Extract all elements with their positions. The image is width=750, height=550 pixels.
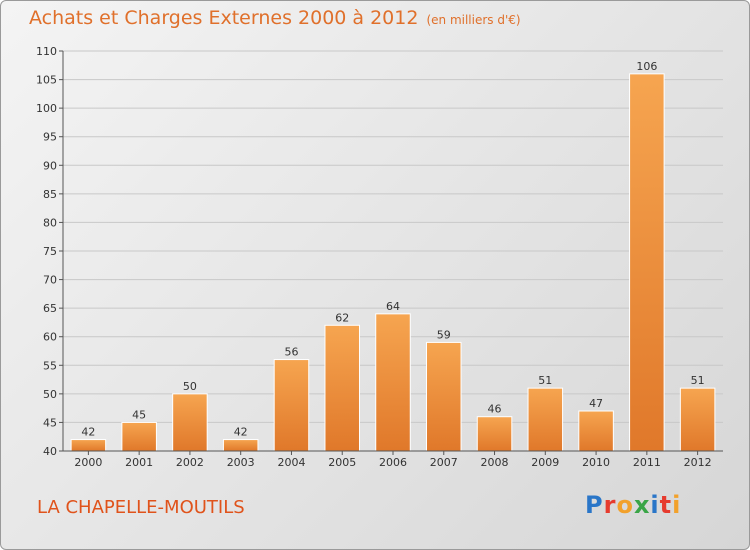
- y-tick-label: 80: [43, 216, 57, 229]
- x-tick-label: 2011: [633, 456, 661, 469]
- bar: [324, 324, 360, 452]
- proxiti-logo: Proxiti: [585, 491, 681, 519]
- logo-letter: i: [672, 491, 682, 519]
- bar-value-label: 42: [234, 426, 248, 439]
- bar-value-label: 62: [335, 311, 349, 324]
- bar: [476, 416, 513, 452]
- y-tick-label: 40: [43, 445, 57, 458]
- x-tick-label: 2004: [277, 456, 305, 469]
- x-tick-label: 2008: [481, 456, 509, 469]
- x-tick-label: 2001: [125, 456, 153, 469]
- x-tick-label: 2002: [176, 456, 204, 469]
- bar: [527, 387, 564, 452]
- x-tick-label: 2010: [582, 456, 610, 469]
- y-tick-label: 95: [43, 131, 57, 144]
- y-tick-label: 75: [43, 245, 57, 258]
- bar: [426, 341, 462, 452]
- bar-value-label: 46: [488, 403, 502, 416]
- bar: [172, 393, 208, 452]
- bar: [222, 439, 259, 452]
- bar-value-label: 47: [589, 397, 603, 410]
- x-tick-label: 2012: [684, 456, 712, 469]
- bar-value-label: 56: [284, 346, 298, 359]
- x-tick-label: 2009: [531, 456, 559, 469]
- y-tick-label: 55: [43, 359, 57, 372]
- x-tick-label: 2007: [430, 456, 458, 469]
- bar: [273, 359, 310, 452]
- y-tick-label: 90: [43, 159, 57, 172]
- bar-value-label: 51: [691, 374, 705, 387]
- x-tick-label: 2005: [328, 456, 356, 469]
- logo-letter: r: [603, 491, 617, 519]
- bar: [70, 439, 107, 452]
- bar: [679, 387, 716, 452]
- bar: [375, 313, 411, 452]
- x-tick-label: 2000: [74, 456, 102, 469]
- chart-title-block: Achats et Charges Externes 2000 à 2012 (e…: [29, 7, 521, 29]
- y-tick-label: 100: [36, 102, 57, 115]
- logo-letter: t: [659, 491, 673, 519]
- y-tick-label: 65: [43, 302, 57, 315]
- y-tick-label: 110: [36, 45, 57, 58]
- bar-value-label: 51: [538, 374, 552, 387]
- x-tick-label: 2006: [379, 456, 407, 469]
- bar-value-label: 42: [81, 426, 95, 439]
- bar: [578, 410, 614, 452]
- bar-value-label: 64: [386, 300, 400, 313]
- y-tick-label: 85: [43, 188, 57, 201]
- chart-unit: (en milliers d'€): [426, 13, 521, 27]
- bar-value-label: 59: [437, 328, 451, 341]
- bar: [121, 421, 157, 452]
- place-name: LA CHAPELLE-MOUTILS: [37, 497, 245, 518]
- bar: [629, 73, 665, 452]
- chart-title: Achats et Charges Externes 2000 à 2012: [29, 7, 419, 29]
- bar-value-label: 50: [183, 380, 197, 393]
- x-tick-label: 2003: [227, 456, 255, 469]
- y-tick-label: 70: [43, 274, 57, 287]
- y-tick-label: 50: [43, 388, 57, 401]
- y-tick-label: 45: [43, 416, 57, 429]
- logo-letter: i: [650, 491, 660, 519]
- bar-value-label: 45: [132, 408, 146, 421]
- logo-letter: P: [585, 491, 604, 519]
- logo-letter: x: [633, 491, 651, 519]
- y-tick-label: 60: [43, 331, 57, 344]
- bar-value-label: 106: [636, 60, 657, 73]
- y-tick-label: 105: [36, 74, 57, 87]
- logo-letter: o: [616, 491, 634, 519]
